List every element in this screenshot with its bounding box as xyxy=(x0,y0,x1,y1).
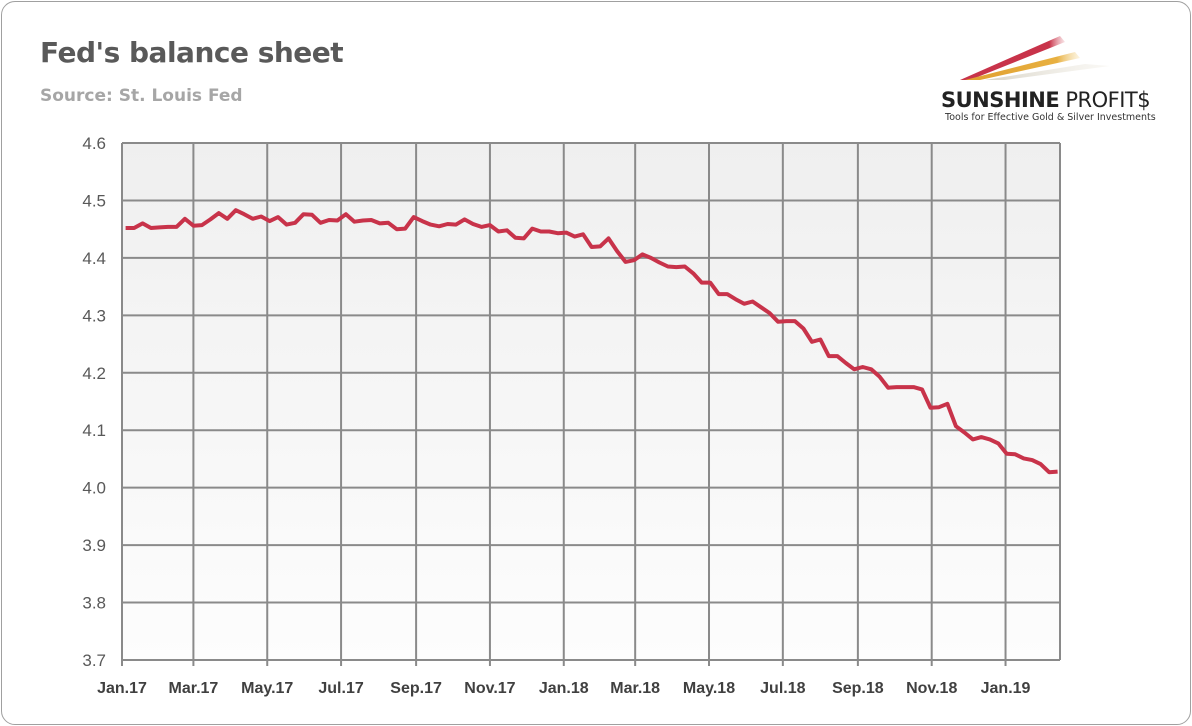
y-tick-label: 4.4 xyxy=(82,249,106,268)
y-tick-label: 4.5 xyxy=(82,191,106,210)
x-axis: Jan.17 Mar.17 May.17 Jul.17 Sep.17 Nov.17 Jan.… xyxy=(97,680,1030,697)
logo-streaks-icon xyxy=(960,36,1110,80)
x-tick-label: Sep.17 xyxy=(390,680,442,697)
logo-tagline: Tools for Effective Gold & Silver Invest… xyxy=(945,112,1156,123)
y-tick-label: 4.3 xyxy=(82,306,106,325)
chart-source: Source: St. Louis Fed xyxy=(40,86,243,106)
chart-title: Fed's balance sheet xyxy=(40,36,344,69)
x-tick-label: May.17 xyxy=(241,680,293,697)
y-tick-label: 4.2 xyxy=(82,364,106,383)
y-axis: 4.6 4.5 4.4 4.3 4.2 4.1 4.0 3.9 3.8 3.7 xyxy=(82,134,106,670)
x-tick-label: May.18 xyxy=(683,680,735,697)
x-tick-label: Jan.18 xyxy=(539,680,589,697)
x-tick-label: Jan.17 xyxy=(97,680,147,697)
x-tick-label: Mar.17 xyxy=(169,680,219,697)
x-tick-label: Nov.17 xyxy=(464,680,515,697)
y-tick-label: 3.8 xyxy=(82,594,106,613)
y-tick-label: 4.6 xyxy=(82,134,106,153)
y-tick-label: 3.7 xyxy=(82,651,106,670)
x-tick-label: Mar.18 xyxy=(610,680,660,697)
x-tick-label: Nov.18 xyxy=(906,680,957,697)
x-tick-label: Jul.18 xyxy=(760,680,805,697)
gridlines xyxy=(121,142,1061,666)
y-tick-label: 4.1 xyxy=(82,421,106,440)
x-tick-label: Jul.17 xyxy=(318,680,363,697)
plot-area xyxy=(122,143,1060,660)
logo-name-bold: SUNSHINE xyxy=(941,88,1060,112)
series-line xyxy=(125,208,1058,475)
sunshine-profits-logo: SUNSHINE PROFIT$ Tools for Effective Gol… xyxy=(935,28,1175,128)
x-tick-label: Jan.19 xyxy=(981,680,1031,697)
y-tick-label: 3.9 xyxy=(82,536,106,555)
x-tick-label: Sep.18 xyxy=(832,680,884,697)
logo-name-light: PROFIT$ xyxy=(1065,88,1151,112)
y-tick-label: 4.0 xyxy=(82,479,106,498)
